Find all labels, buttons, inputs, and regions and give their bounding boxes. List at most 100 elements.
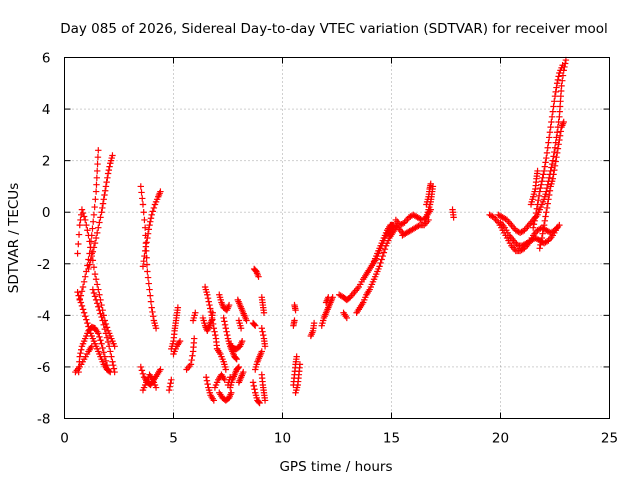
data-point-plus <box>90 264 98 271</box>
data-point-plus <box>553 154 560 161</box>
data-point-plus <box>550 103 557 110</box>
series-arc-aa <box>226 337 246 353</box>
data-point-plus <box>149 208 156 215</box>
data-point-plus <box>145 280 152 287</box>
data-point-plus <box>548 118 555 126</box>
data-point-plus <box>106 163 113 170</box>
series-arc-f <box>85 152 116 273</box>
data-point-plus <box>255 273 262 280</box>
data-point-plus <box>204 291 211 298</box>
data-point-plus <box>91 239 99 247</box>
data-point-plus <box>535 196 542 204</box>
data-point-plus <box>86 261 93 268</box>
y-tick-label: -8 <box>37 412 50 428</box>
data-point-plus <box>255 398 263 406</box>
data-point-plus <box>551 92 559 100</box>
data-point-plus <box>90 289 98 297</box>
data-point-plus <box>261 343 269 350</box>
data-point-plus <box>553 149 561 157</box>
series-arc-s <box>203 374 218 404</box>
data-point-plus <box>157 188 164 195</box>
data-point-plus <box>210 397 218 404</box>
data-point-plus <box>187 361 195 368</box>
data-point-plus <box>220 314 227 322</box>
data-point-plus <box>258 325 265 332</box>
data-point-plus <box>559 62 566 69</box>
data-point-plus <box>147 218 154 225</box>
data-point-plus <box>82 216 89 224</box>
data-point-plus <box>555 141 562 148</box>
data-point-plus <box>91 203 98 211</box>
data-point-plus <box>90 244 98 251</box>
series-arc-e <box>72 343 95 376</box>
data-point-plus <box>537 238 545 245</box>
data-point-plus <box>83 316 90 323</box>
data-point-plus <box>75 231 83 238</box>
data-point-plus <box>540 221 548 229</box>
data-point-plus <box>259 328 266 335</box>
data-point-plus <box>537 181 545 188</box>
data-point-plus <box>534 201 541 208</box>
data-point-plus <box>89 286 97 293</box>
data-point-plus <box>235 363 243 371</box>
data-point-plus <box>99 317 106 324</box>
data-point-plus <box>550 171 557 178</box>
data-point-plus <box>96 219 103 226</box>
data-point-plus <box>99 344 106 352</box>
series-arc-ao <box>290 317 298 329</box>
data-point-plus <box>539 174 546 182</box>
data-point-plus <box>90 218 97 225</box>
data-point-plus <box>221 318 228 325</box>
series-arc-y <box>216 389 235 404</box>
data-point-plus <box>551 162 559 169</box>
data-point-plus <box>139 195 146 202</box>
series-arc-k <box>139 371 160 394</box>
data-point-plus <box>111 368 118 376</box>
data-point-plus <box>545 196 552 203</box>
data-point-plus <box>537 184 544 192</box>
x-tick-label: 10 <box>274 431 291 447</box>
data-point-plus <box>95 303 102 310</box>
data-point-plus <box>94 281 101 288</box>
series-arc-ba <box>421 206 434 224</box>
data-point-plus <box>143 239 150 246</box>
data-point-plus <box>251 386 258 393</box>
series-arc-q <box>199 309 216 335</box>
series-arc-ad <box>235 317 245 332</box>
data-point-plus <box>167 380 174 387</box>
chart-title: Day 085 of 2026, Sidereal Day-to-day VTE… <box>60 21 608 37</box>
data-point-plus <box>88 343 95 350</box>
data-point-plus <box>93 174 101 182</box>
y-tick-label: 6 <box>42 51 51 67</box>
data-point-plus <box>107 348 114 355</box>
data-point-plus <box>533 205 541 212</box>
data-point-plus <box>103 334 111 341</box>
data-point-plus <box>205 298 212 305</box>
data-point-plus <box>343 314 351 322</box>
data-point-plus <box>147 298 155 305</box>
series-arc-ac <box>235 368 247 386</box>
data-point-plus <box>104 174 111 182</box>
data-point-plus <box>166 383 174 390</box>
data-point-plus <box>550 153 557 160</box>
data-point-plus <box>90 211 98 218</box>
data-point-plus <box>99 204 106 212</box>
series-arc-p <box>189 309 199 324</box>
series-arc-i <box>139 188 164 270</box>
series-arc-l <box>168 304 182 353</box>
data-point-plus <box>221 321 229 329</box>
data-point-plus <box>191 335 198 342</box>
series-arc-ax <box>392 211 426 229</box>
data-point-plus <box>539 230 546 237</box>
data-point-plus <box>556 132 564 139</box>
data-point-plus <box>74 288 81 296</box>
data-point-plus <box>109 358 116 365</box>
y-tick-label: -6 <box>37 360 50 376</box>
data-point-plus <box>549 108 557 115</box>
data-point-plus <box>540 171 547 178</box>
x-tick-label: 15 <box>383 431 400 447</box>
data-point-plus <box>137 183 144 190</box>
series-arc-bf <box>530 62 566 231</box>
data-point-plus <box>209 316 216 323</box>
